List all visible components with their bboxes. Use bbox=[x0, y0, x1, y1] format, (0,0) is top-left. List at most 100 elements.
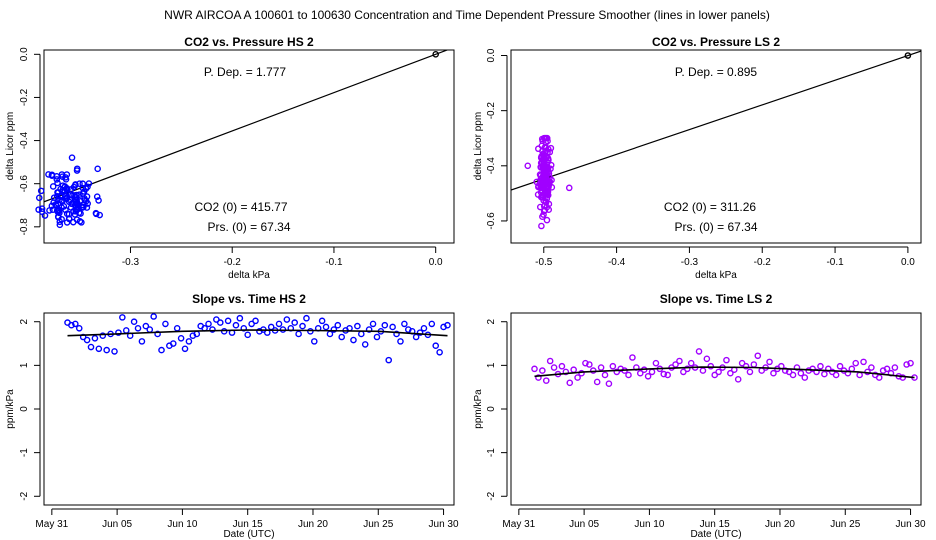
pressure-intercept-annotation: Prs. (0) = 67.34 bbox=[674, 220, 757, 234]
x-tick-label: Jun 10 bbox=[167, 519, 197, 530]
data-point bbox=[248, 320, 255, 328]
data-point bbox=[85, 180, 93, 187]
x-tick-label: 0.0 bbox=[901, 257, 915, 268]
figure-title: NWR AIRCOA A 100601 to 100630 Concentrat… bbox=[164, 8, 770, 22]
data-point bbox=[715, 368, 722, 376]
data-point bbox=[648, 368, 656, 376]
data-point bbox=[56, 218, 64, 226]
data-point bbox=[369, 320, 377, 328]
data-point bbox=[535, 182, 542, 190]
data-point bbox=[87, 343, 95, 351]
data-point bbox=[625, 371, 632, 379]
data-point bbox=[55, 206, 62, 213]
smoother-line bbox=[534, 366, 915, 379]
x-tick-label: Jun 30 bbox=[896, 519, 926, 530]
y-axis-label: ppm/kPa bbox=[5, 389, 16, 429]
data-point bbox=[95, 197, 102, 204]
data-point bbox=[53, 176, 61, 183]
data-point bbox=[142, 322, 150, 330]
y-axis-label: ppm/kPa bbox=[473, 389, 484, 429]
data-point bbox=[903, 361, 910, 368]
data-point bbox=[357, 330, 365, 338]
x-axis-ticks: -0.3 -0.2 -0.1 0.0 bbox=[122, 246, 443, 268]
data-point bbox=[801, 374, 809, 381]
data-point bbox=[601, 371, 609, 379]
x-tick-label: Jun 15 bbox=[233, 519, 263, 530]
data-point bbox=[334, 321, 342, 329]
data-point bbox=[793, 364, 801, 371]
y-tick-label: -2 bbox=[486, 491, 497, 500]
panel-title: Slope vs. Time HS 2 bbox=[192, 292, 306, 306]
x-axis-label: delta kPa bbox=[695, 270, 737, 281]
data-point bbox=[220, 328, 228, 335]
data-point bbox=[536, 203, 544, 211]
data-point bbox=[209, 326, 216, 333]
data-point bbox=[613, 368, 621, 376]
y-tick-label: 2 bbox=[19, 319, 30, 325]
panel-co2-pressure-hs: CO2 vs. Pressure HS 2 delta kPa delta Li… bbox=[5, 35, 455, 281]
data-point bbox=[66, 196, 74, 204]
data-point bbox=[35, 194, 43, 202]
x-tick-label: Jun 30 bbox=[429, 519, 459, 530]
data-point bbox=[636, 369, 644, 377]
data-point bbox=[797, 369, 805, 377]
x-tick-label: May 31 bbox=[502, 519, 535, 530]
data-point bbox=[38, 205, 46, 212]
data-point bbox=[53, 173, 60, 180]
data-point bbox=[543, 216, 551, 224]
data-point bbox=[546, 357, 554, 365]
origin-point bbox=[904, 52, 912, 59]
data-point bbox=[62, 174, 69, 181]
data-point bbox=[558, 362, 566, 370]
data-point bbox=[45, 171, 52, 178]
data-point bbox=[252, 317, 259, 325]
data-point bbox=[578, 369, 585, 377]
data-point bbox=[205, 320, 212, 328]
x-tick-label: Jun 05 bbox=[102, 519, 132, 530]
data-point bbox=[542, 154, 550, 161]
data-point bbox=[373, 333, 381, 341]
data-point bbox=[738, 359, 746, 367]
data-point bbox=[540, 172, 547, 179]
y-axis-ticks: 0.0 -0.2 -0.4 -0.6 bbox=[486, 48, 508, 230]
data-point bbox=[224, 317, 232, 325]
y-tick-label: 2 bbox=[486, 319, 497, 325]
data-point bbox=[542, 377, 550, 384]
data-point bbox=[338, 333, 346, 341]
data-point bbox=[94, 165, 101, 173]
data-point bbox=[524, 162, 532, 170]
data-point bbox=[76, 191, 83, 198]
fit-line bbox=[511, 50, 921, 191]
y-tick-label: 1 bbox=[19, 362, 30, 368]
y-tick-label: -1 bbox=[19, 448, 30, 457]
x-axis-ticks: May 31 Jun 05 Jun 10 Jun 15 Jun 20 Jun 25 Jun … bbox=[35, 508, 459, 530]
data-point bbox=[703, 355, 711, 363]
data-point bbox=[295, 330, 302, 338]
data-point bbox=[844, 369, 852, 377]
x-axis-label: delta kPa bbox=[228, 270, 270, 281]
data-point bbox=[73, 200, 80, 207]
y-tick-label: -1 bbox=[486, 448, 497, 457]
data-point bbox=[138, 338, 146, 345]
data-point bbox=[432, 342, 440, 350]
data-point bbox=[103, 346, 110, 354]
panel-co2-pressure-ls: CO2 vs. Pressure LS 2 delta kPa delta Li… bbox=[473, 35, 922, 281]
data-point bbox=[162, 320, 169, 328]
data-point bbox=[78, 219, 85, 226]
data-point bbox=[283, 316, 291, 323]
data-point bbox=[68, 154, 76, 161]
data-point bbox=[350, 336, 357, 344]
data-point bbox=[58, 197, 65, 204]
data-point bbox=[213, 316, 220, 323]
data-point bbox=[543, 164, 550, 171]
data-point bbox=[809, 365, 816, 373]
data-point bbox=[93, 193, 101, 200]
y-axis-ticks: 2 1 0 -1 -2 bbox=[486, 319, 508, 501]
y-tick-label: -0.2 bbox=[19, 88, 30, 106]
y-tick-label: -0.2 bbox=[486, 102, 497, 120]
data-point bbox=[683, 365, 691, 373]
panel-title: CO2 vs. Pressure LS 2 bbox=[652, 35, 780, 49]
data-point bbox=[574, 374, 581, 381]
data-point bbox=[63, 210, 71, 218]
